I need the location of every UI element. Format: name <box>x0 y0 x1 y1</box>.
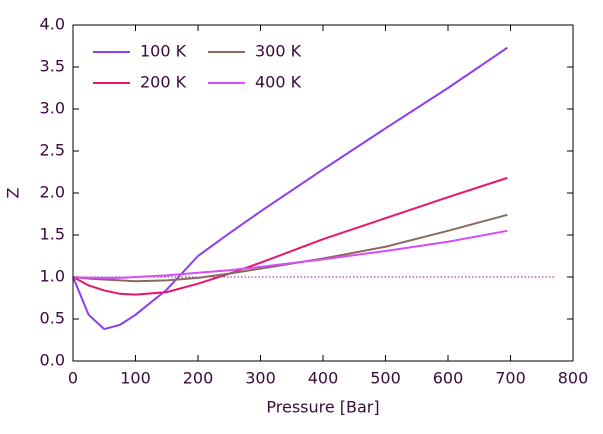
series-line <box>72 213 508 283</box>
plot-frame <box>72 24 574 362</box>
x-tick-label: 800 <box>558 369 589 388</box>
y-tick-label: 3.0 <box>40 99 65 118</box>
x-tick-label: 200 <box>183 369 214 388</box>
y-tick-label: 1.5 <box>40 225 65 244</box>
y-tick-label: 2.5 <box>40 141 65 160</box>
x-tick-label: 700 <box>495 369 526 388</box>
x-tick-label: 0 <box>68 369 78 388</box>
y-tick-label: 4.0 <box>40 15 65 34</box>
x-tick-label: 500 <box>370 369 401 388</box>
y-axis-label: Z <box>4 187 23 198</box>
series-line <box>72 176 508 296</box>
x-tick-label: 100 <box>120 369 151 388</box>
series-line <box>72 46 508 331</box>
legend-label: 400 K <box>255 73 302 92</box>
y-tick-label: 1.0 <box>40 267 65 286</box>
y-tick-label: 0.0 <box>40 351 65 370</box>
legend-label: 300 K <box>255 42 302 61</box>
x-axis-label: Pressure [Bar] <box>266 398 379 417</box>
y-tick-label: 3.5 <box>40 57 65 76</box>
legend-label: 200 K <box>140 73 187 92</box>
legend-label: 100 K <box>140 42 187 61</box>
series-line <box>72 229 508 279</box>
x-tick-label: 300 <box>245 369 276 388</box>
x-tick-label: 600 <box>433 369 464 388</box>
y-tick-label: 0.5 <box>40 309 65 328</box>
x-tick-label: 400 <box>308 369 339 388</box>
y-tick-label: 2.0 <box>40 183 65 202</box>
